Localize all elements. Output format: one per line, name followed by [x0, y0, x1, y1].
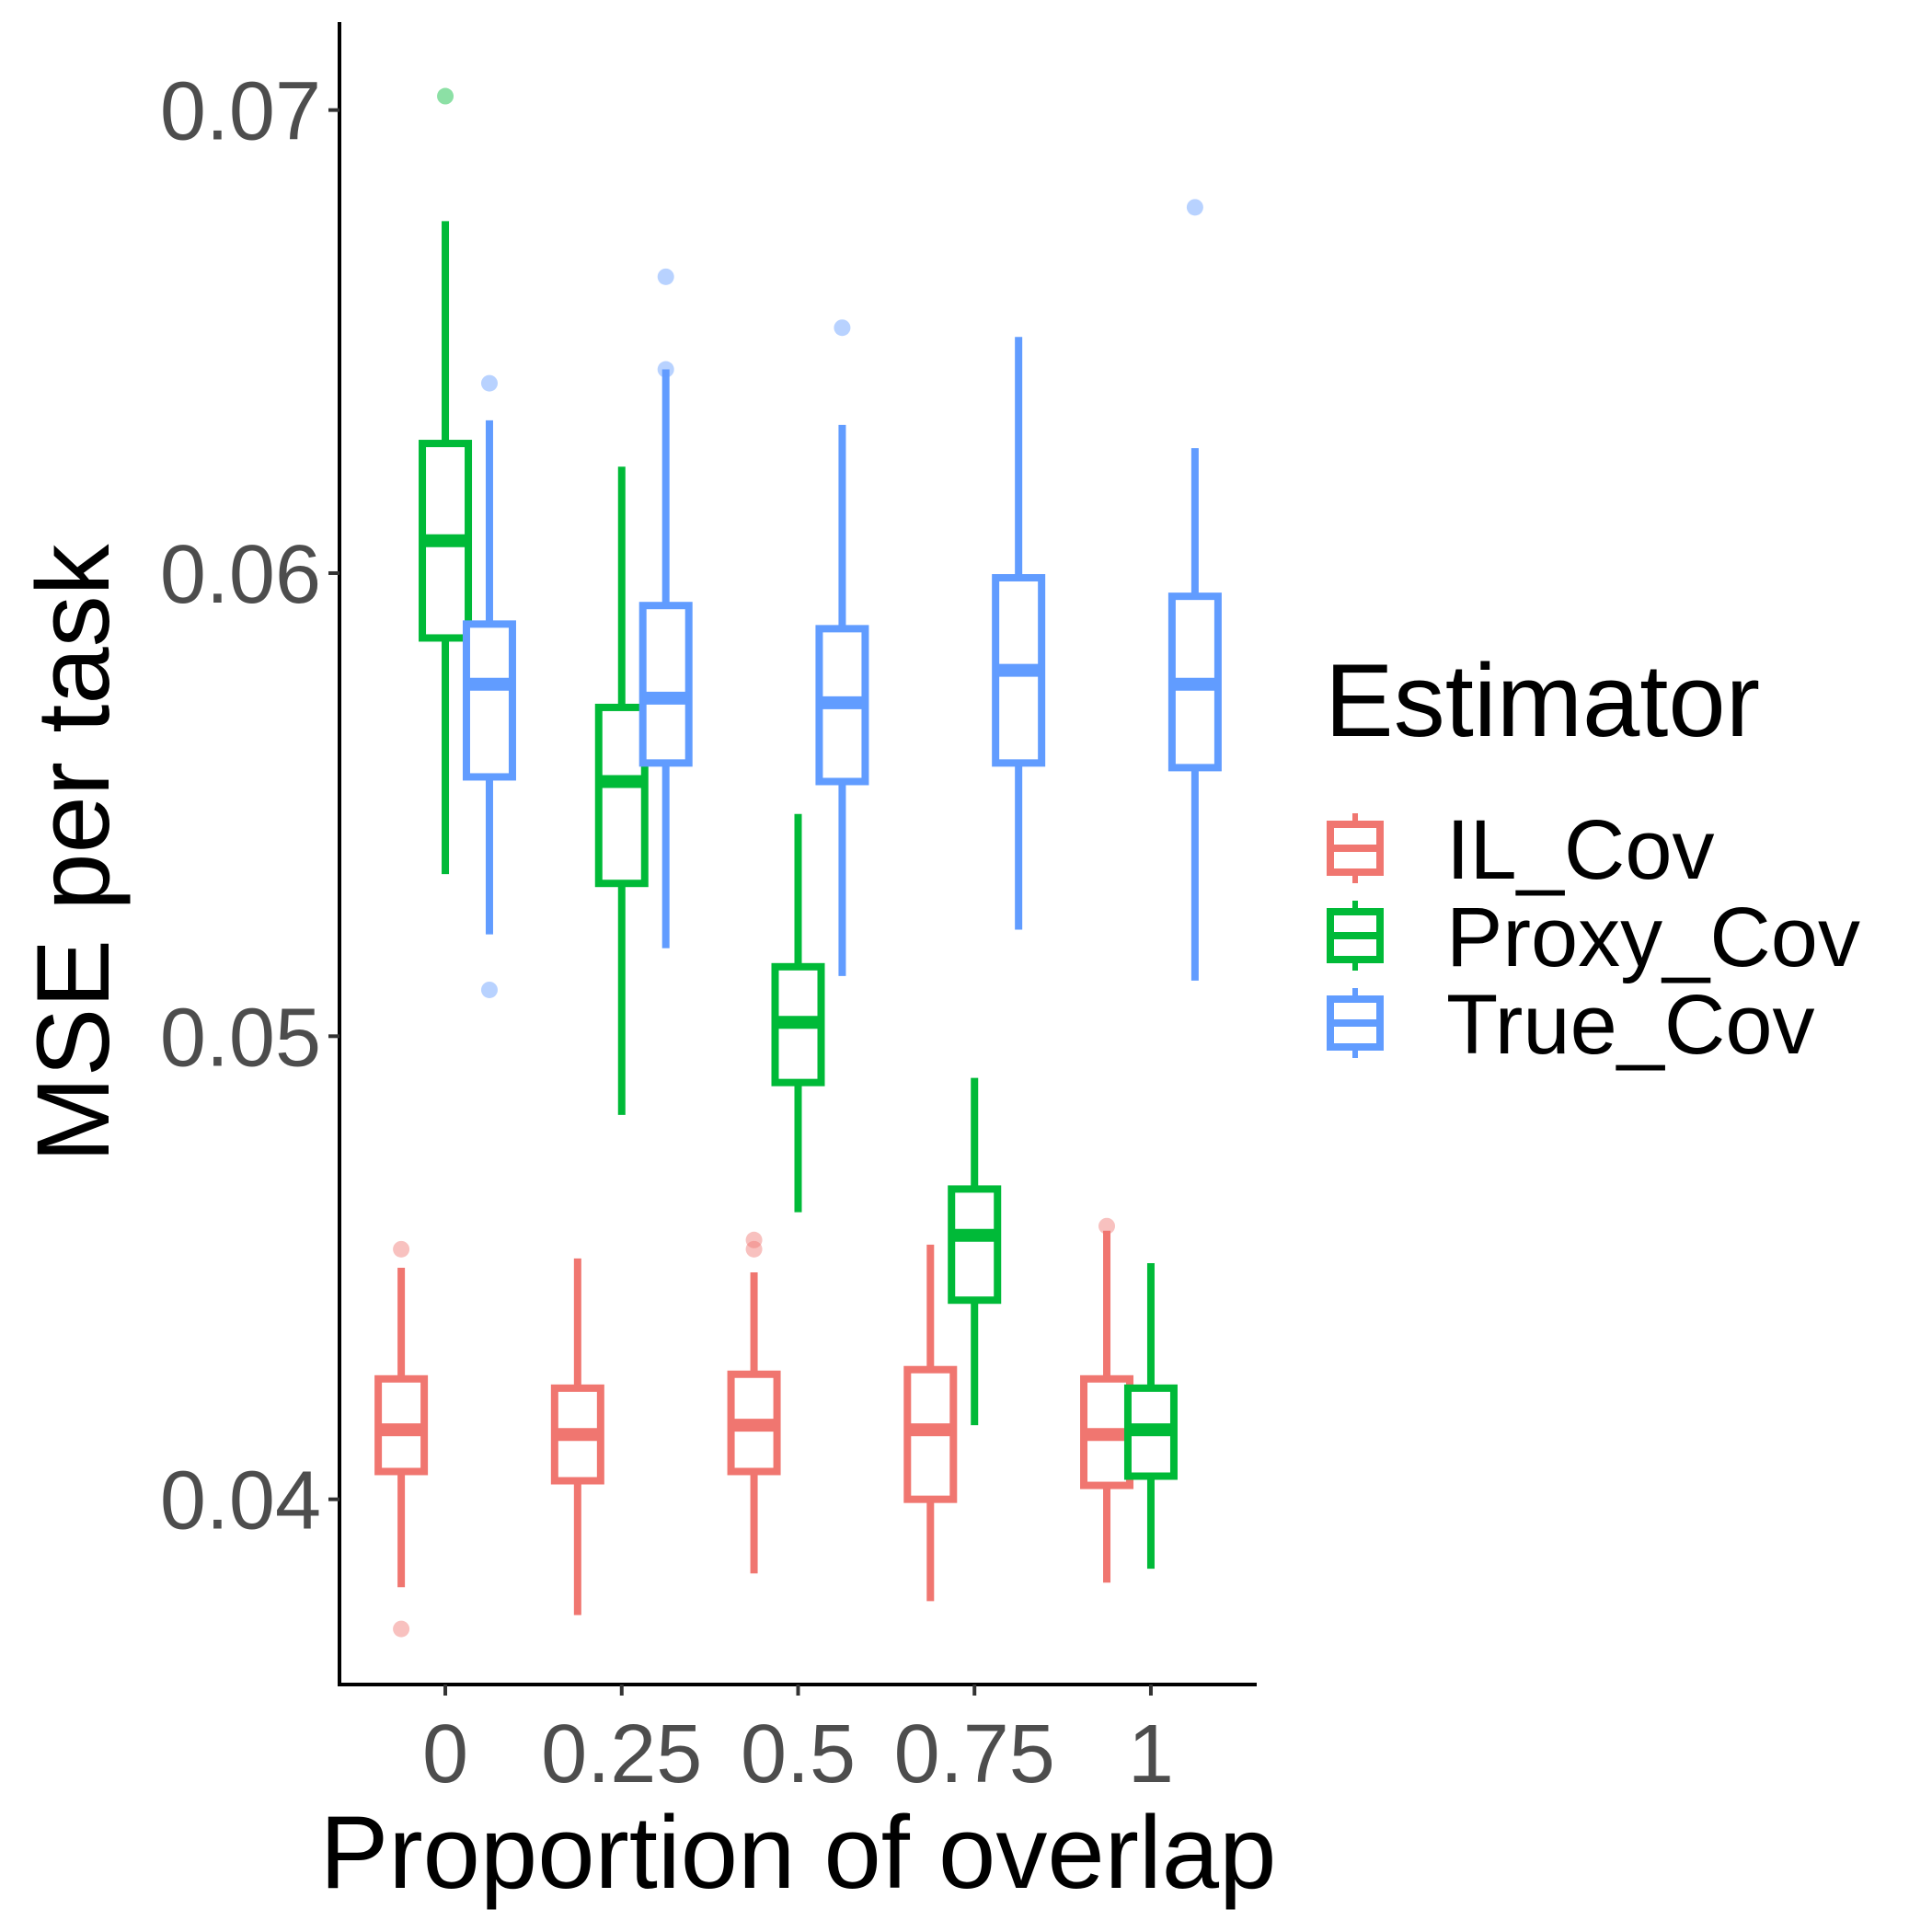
series-True_Cov	[462, 199, 1222, 998]
y-axis-title: MSE per task	[16, 543, 131, 1162]
box-body	[948, 1185, 1002, 1305]
legend-item-Proxy_Cov: Proxy_Cov	[1327, 891, 1860, 984]
x-axis-title: Proportion of overlap	[320, 1795, 1277, 1910]
box	[903, 1244, 958, 1602]
box	[419, 87, 473, 875]
legend-title: Estimator	[1325, 643, 1760, 758]
box	[1123, 1262, 1178, 1570]
box	[948, 1077, 1002, 1426]
outlier-point	[480, 981, 498, 998]
outlier-point	[393, 1620, 410, 1638]
box	[550, 1258, 604, 1616]
x-axis-ticks: 0 0.25 0.5 0.75 1	[422, 1685, 1174, 1800]
box	[992, 337, 1046, 930]
y-tick-label: 0.05	[160, 992, 321, 1084]
outlier-point	[834, 319, 851, 337]
outlier-point	[393, 1240, 410, 1258]
x-tick-label: 0	[422, 1708, 468, 1800]
box	[594, 466, 649, 1115]
y-tick-label: 0.07	[160, 66, 321, 158]
x-tick-label: 1	[1128, 1708, 1174, 1800]
box	[727, 1231, 781, 1574]
box-body	[462, 620, 516, 781]
outlier-point	[480, 374, 498, 392]
legend-label: IL_Cov	[1446, 803, 1715, 897]
series-IL_Cov	[374, 1217, 1134, 1638]
box	[638, 268, 693, 949]
box	[815, 319, 869, 976]
box	[462, 374, 516, 998]
box-body	[594, 703, 649, 888]
x-tick-label: 0.5	[741, 1708, 856, 1800]
x-tick-label: 0.75	[894, 1708, 1055, 1800]
box-body	[638, 602, 693, 767]
legend-item-IL_Cov: IL_Cov	[1327, 803, 1715, 897]
outlier-point	[745, 1231, 763, 1248]
box	[771, 813, 825, 1213]
y-tick-label: 0.06	[160, 529, 321, 621]
box	[374, 1240, 429, 1638]
box	[1167, 199, 1222, 981]
y-axis-ticks: 0.04 0.05 0.06 0.07	[160, 66, 339, 1547]
plot-area	[374, 87, 1222, 1638]
legend-label: True_Cov	[1446, 978, 1815, 1072]
outlier-point	[745, 1240, 763, 1258]
outlier-point	[1186, 199, 1203, 216]
y-tick-label: 0.04	[160, 1455, 321, 1547]
box	[1080, 1217, 1134, 1583]
series-Proxy_Cov	[419, 87, 1178, 1570]
axes: 0.04 0.05 0.06 0.07 0 0.25 0.5 0.75 1	[160, 22, 1257, 1800]
legend-label: Proxy_Cov	[1446, 891, 1860, 984]
outlier-point	[1098, 1217, 1116, 1235]
x-tick-label: 0.25	[541, 1708, 702, 1800]
outlier-point	[437, 87, 454, 105]
outlier-point	[657, 268, 674, 285]
legend-item-True_Cov: True_Cov	[1327, 978, 1815, 1072]
outlier-point	[657, 361, 674, 378]
